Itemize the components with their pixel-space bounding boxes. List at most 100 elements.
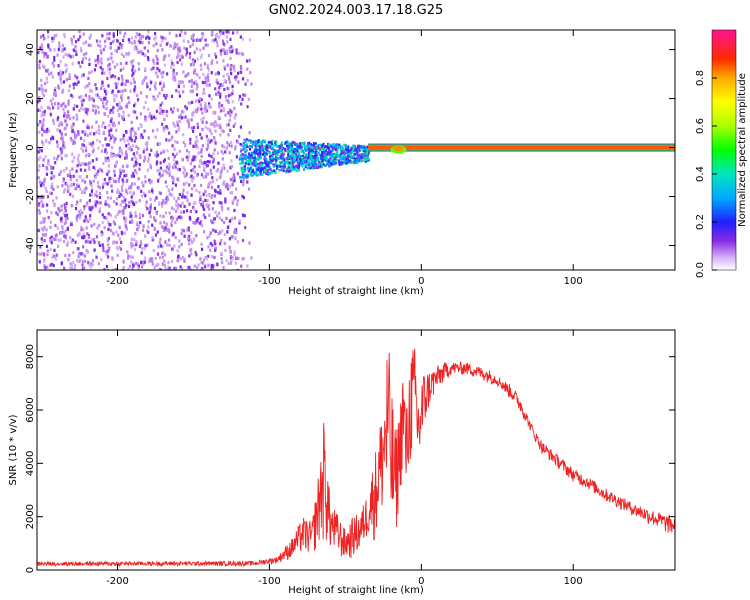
heatmap-cell <box>305 157 308 161</box>
heatmap-cell <box>213 121 216 125</box>
heatmap-cell <box>340 163 343 166</box>
heatmap-cell <box>200 219 203 224</box>
heatmap-cell <box>318 161 321 165</box>
heatmap-cell <box>233 106 236 110</box>
heatmap-cell <box>74 264 77 268</box>
heatmap-cell <box>303 160 307 164</box>
heatmap-cell <box>212 221 215 225</box>
heatmap-cell <box>200 242 203 246</box>
heatmap-cell <box>328 152 331 156</box>
heatmap-cell <box>268 146 271 149</box>
heatmap-cell <box>196 122 199 126</box>
heatmap-cell <box>314 154 317 158</box>
heatmap-cell <box>81 130 84 134</box>
heatmap-cell <box>120 106 123 110</box>
heatmap-cell <box>205 257 208 261</box>
heatmap-cell <box>75 133 78 138</box>
heatmap-cell <box>307 159 310 162</box>
heatmap-cell <box>78 35 82 39</box>
heatmap-cell <box>332 154 336 158</box>
heatmap-cell <box>337 160 341 163</box>
heatmap-cell <box>193 59 196 63</box>
heatmap-cell <box>143 260 146 264</box>
heatmap-cell <box>103 177 106 182</box>
heatmap-cell <box>269 154 272 158</box>
heatmap-cell <box>354 160 357 164</box>
heatmap-cell <box>69 222 72 227</box>
heatmap-cell <box>280 156 283 160</box>
heatmap-cell <box>87 219 90 224</box>
heatmap-cell <box>94 59 97 63</box>
heatmap-cell <box>40 43 43 47</box>
heatmap-cell <box>113 200 116 204</box>
heatmap-cell <box>322 155 325 159</box>
heatmap-cell <box>64 63 67 67</box>
heatmap-cell <box>102 84 105 88</box>
heatmap-cell <box>268 161 271 164</box>
heatmap-cell <box>241 170 244 174</box>
heatmap-cell <box>291 168 294 171</box>
heatmap-cell <box>317 145 320 149</box>
heatmap-cell <box>314 152 317 155</box>
heatmap-cell <box>40 114 43 118</box>
heatmap-cell <box>158 267 161 270</box>
heatmap-cell <box>200 37 203 41</box>
heatmap-cell <box>194 80 198 84</box>
heatmap-cell <box>167 265 170 269</box>
heatmap-cell <box>219 95 222 99</box>
heatmap-cell <box>206 43 210 47</box>
heatmap-cell <box>62 55 65 59</box>
heatmap-cell <box>118 168 122 172</box>
heatmap-cell <box>44 155 47 159</box>
heatmap-cell <box>122 164 125 169</box>
heatmap-cell <box>82 245 85 249</box>
heatmap-cell <box>49 263 52 267</box>
heatmap-cell <box>63 32 66 37</box>
heatmap-cell <box>190 247 193 252</box>
heatmap-cell <box>326 145 329 149</box>
heatmap-cell <box>87 165 91 169</box>
heatmap-cell <box>96 43 100 47</box>
heatmap-cell <box>81 211 84 215</box>
heatmap-cell <box>40 182 43 186</box>
heatmap-cell <box>98 207 101 211</box>
heatmap-cell <box>54 90 57 95</box>
heatmap-cell <box>240 148 243 152</box>
heatmap-cell <box>44 89 48 93</box>
heatmap-cell <box>222 48 225 52</box>
heatmap-cell <box>233 208 236 213</box>
spectrogram-ytick-label: -20 <box>25 188 36 204</box>
heatmap-cell <box>275 149 278 152</box>
heatmap-cell <box>234 77 237 82</box>
heatmap-cell <box>280 141 283 145</box>
heatmap-cell <box>132 152 136 156</box>
heatmap-cell <box>217 115 220 120</box>
heatmap-cell <box>83 219 86 223</box>
heatmap-cell <box>205 134 208 139</box>
heatmap-cell <box>139 91 143 95</box>
heatmap-cell <box>43 65 46 69</box>
heatmap-cell <box>241 161 244 165</box>
heatmap-cell <box>68 184 71 188</box>
heatmap-cell <box>59 77 62 81</box>
heatmap-cell <box>162 214 165 219</box>
heatmap-cell <box>141 79 144 84</box>
heatmap-cell <box>281 146 285 150</box>
heatmap-cell <box>39 108 42 113</box>
heatmap-cell <box>197 151 200 155</box>
heatmap-cell <box>172 72 175 76</box>
heatmap-cell <box>102 182 105 186</box>
heatmap-cell <box>233 253 236 257</box>
heatmap-cell <box>222 42 225 46</box>
heatmap-cell <box>98 131 101 136</box>
heatmap-cell <box>89 240 92 244</box>
heatmap-cell <box>174 266 177 270</box>
heatmap-cell <box>125 61 128 65</box>
heatmap-cell <box>297 159 300 163</box>
heatmap-cell <box>229 56 232 61</box>
heatmap-cell <box>116 103 119 107</box>
heatmap-cell <box>171 110 174 114</box>
heatmap-cell <box>206 74 209 79</box>
heatmap-cell <box>289 167 292 171</box>
heatmap-cell <box>106 239 109 243</box>
